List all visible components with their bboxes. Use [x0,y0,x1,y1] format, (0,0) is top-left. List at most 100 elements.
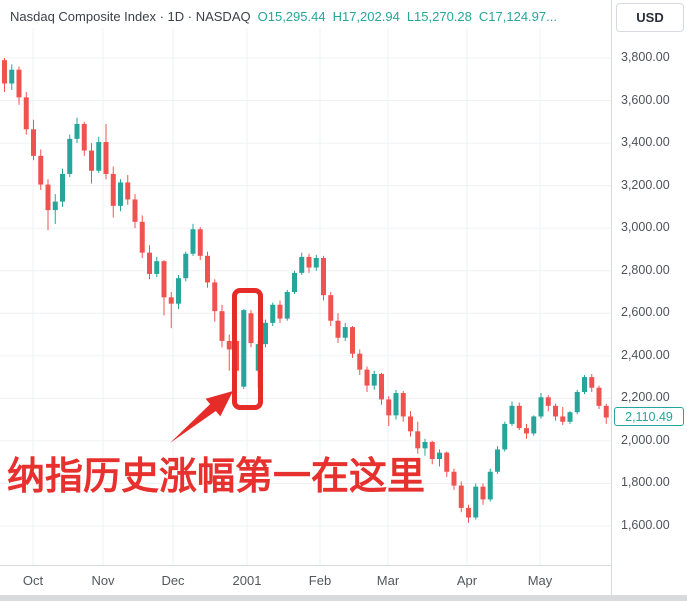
candle [567,411,573,424]
candle [161,260,167,316]
callout-text: 纳指历史涨幅第一在这里 [7,456,426,498]
price-tick-label: 3,200.00 [621,177,670,192]
symbol-title: Nasdaq Composite Index · 1D · NASDAQ [10,9,251,24]
currency-button[interactable]: USD [616,3,684,32]
candle [400,390,406,422]
candle [277,300,283,323]
candle [60,168,65,207]
candle [386,396,392,427]
candle [429,440,435,465]
candle [473,483,479,520]
candle [9,64,15,90]
candle [110,166,116,218]
candlestick-chart-canvas[interactable] [0,0,611,565]
candle [495,446,500,474]
candle [154,256,160,278]
candles-layer [2,58,609,523]
candle [422,438,428,456]
candle [67,134,73,178]
candle [364,366,370,392]
candle [531,415,537,436]
time-tick-label: Mar [376,573,400,588]
candle [487,468,493,502]
candle [379,372,384,405]
price-axis[interactable]: USD 2,110.49 3,800.00 3,600.00 3,400.00 3,2… [611,0,687,595]
candle [480,483,486,505]
candle [212,279,218,322]
candle [437,449,442,467]
low-value: L15,270.28 [406,9,472,24]
high-value: H17,202.94 [332,9,400,24]
chart-pane[interactable]: 纳指历史涨幅第一在这里 Nasdaq Composite Index · 1D … [0,0,611,565]
candle [219,304,225,348]
symbol-legend: Nasdaq Composite Index · 1D · NASDAQ O15,… [10,9,564,25]
price-tick-label: 3,800.00 [621,50,670,64]
candle [147,245,152,280]
candle [132,194,138,229]
time-axis[interactable]: Oct Nov Dec 2001 Feb Mar Apr May [0,565,687,595]
candle [205,251,210,288]
candle [263,319,268,348]
candle [502,421,508,452]
candle [168,292,174,329]
candle [444,451,450,478]
candle [415,421,421,454]
candle [197,227,203,261]
price-tick-label: 3,600.00 [621,92,670,107]
candle [226,334,232,371]
candle [284,289,290,321]
candle [574,389,580,415]
candle [451,468,457,490]
candle [603,403,609,424]
candle [335,313,341,344]
gridlines [0,28,611,565]
close-value: C17,124.97... [478,9,557,24]
time-tick-label: Oct [22,573,44,588]
candle [270,302,276,327]
candle [23,92,29,135]
candle [458,481,464,513]
time-tick-label: 2001 [232,573,262,588]
candle [560,406,566,425]
candle [176,274,181,310]
candle [31,119,36,161]
candle [321,255,326,301]
candle [582,374,587,395]
candle [2,58,7,93]
price-tick-label: 2,200.00 [621,390,670,405]
candle [183,251,189,282]
candle [38,149,44,190]
price-tick-label: 1,600.00 [621,518,670,532]
candle [139,215,145,258]
candle [89,143,94,184]
candle [16,66,22,105]
price-tick-label: 3,400.00 [621,135,670,150]
price-tick-label: 2,000.00 [621,432,670,447]
price-tick-label: 2,800.00 [621,262,670,277]
candle [103,123,109,180]
candle [524,423,529,439]
last-price-badge: 2,110.49 [614,407,684,427]
price-tick-label: 2,600.00 [621,305,670,320]
candle [596,385,602,410]
time-tick-label: Apr [456,573,478,588]
time-tick-label: Nov [91,573,115,588]
price-tick-label: 2,400.00 [621,347,670,362]
candle [190,223,196,256]
candle [74,117,80,144]
candle [371,370,377,390]
candle [248,310,254,348]
highlight-box [232,288,263,410]
candle [81,121,87,156]
candle [292,270,297,295]
candle [393,389,399,420]
candle [408,411,413,437]
time-tick-label: Feb [308,573,332,588]
ohlc-values: O15,295.44 H17,202.94 L15,270.28 C17,124.97… [258,9,564,24]
candle [299,252,305,275]
candle [350,326,355,358]
candle [545,395,551,412]
candle [516,402,522,431]
price-tick-label: 1,800.00 [621,475,670,490]
